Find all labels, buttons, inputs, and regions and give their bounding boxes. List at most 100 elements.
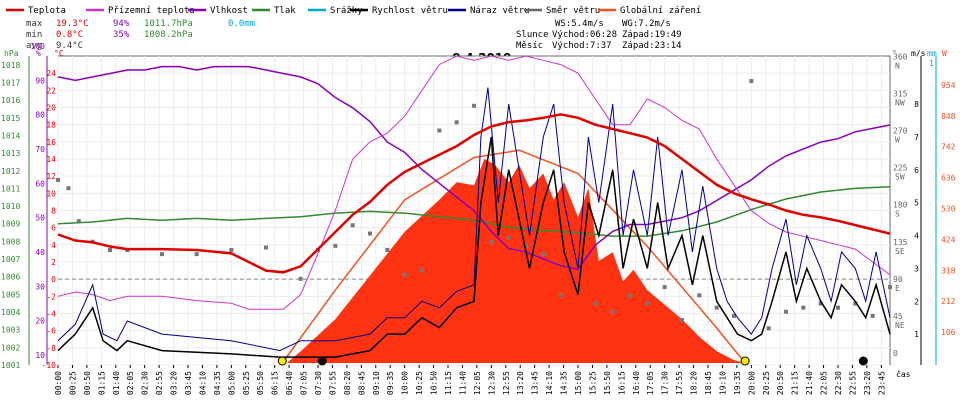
time-tick-label: 16:40 <box>632 371 641 395</box>
tick-label-direction-deg: 360 <box>893 52 908 61</box>
tick-label-hpa: 1002 <box>1 343 20 352</box>
stat-ws: WS:5.4m/s <box>555 19 604 29</box>
tick-label-direction-deg: 0 <box>893 349 898 358</box>
tick-label-wind: 5 <box>914 199 919 208</box>
legend-label: Náraz větru <box>470 6 530 16</box>
wind-direction-point <box>714 305 719 310</box>
time-tick-label: 00:50 <box>83 371 92 395</box>
time-tick-label: 14:10 <box>545 371 554 395</box>
tick-label-pct: 70 <box>35 145 45 154</box>
pressure-line <box>57 185 891 237</box>
tick-label-wind: 7 <box>914 133 919 142</box>
tick-label-radiation: 530 <box>941 205 956 214</box>
time-tick-label: 23:20 <box>863 371 872 395</box>
time-tick-label: 07:05 <box>300 371 309 395</box>
stat-min-press: 1008.2hPa <box>144 30 193 40</box>
axis-unit-rad: W <box>942 49 947 58</box>
stat-moon-rise: Východ:7:37 <box>552 41 612 51</box>
tick-label-temp: 24 <box>46 69 56 78</box>
legend-label: Globální záření <box>620 6 701 16</box>
wind-direction-point <box>472 103 476 108</box>
wind-direction-point <box>298 276 303 281</box>
stat-max-label: max <box>26 19 43 29</box>
tick-label-pct: 20 <box>35 317 45 326</box>
tick-label-direction-deg: 135 <box>893 238 908 247</box>
stat-moon-label: Měsíc <box>516 41 543 51</box>
time-tick-label: 15:00 <box>574 371 583 395</box>
time-tick-label: 06:40 <box>285 371 294 395</box>
tick-label-radiation: 424 <box>941 235 956 244</box>
tick-label-wind: 4 <box>914 232 919 241</box>
wind-direction-point <box>870 313 875 318</box>
time-tick-label: 05:50 <box>256 371 265 395</box>
wind-direction-point <box>350 223 355 228</box>
tick-label-hpa: 1011 <box>1 184 20 193</box>
stat-max-rain: 0.0mm <box>228 19 255 29</box>
wind-direction-point <box>524 243 528 248</box>
tick-label-radiation: 636 <box>941 174 956 183</box>
time-tick-label: 01:15 <box>97 371 106 395</box>
wind-direction-point <box>264 245 268 250</box>
tick-label-hpa: 1006 <box>1 273 20 282</box>
tick-label-pct: 50 <box>35 214 45 223</box>
tick-label-temp: 0 <box>51 275 56 284</box>
time-tick-label: 03:20 <box>170 371 179 395</box>
wind-direction-point <box>333 243 338 248</box>
time-tick-label: 04:10 <box>198 371 207 395</box>
tick-label-pct: 30 <box>35 282 45 291</box>
wind-direction-point <box>368 231 372 236</box>
wind-direction-point <box>576 285 580 290</box>
wind-direction-point <box>628 293 632 298</box>
tick-label-direction-deg: 45 <box>893 312 903 321</box>
tick-label-hpa: 1013 <box>1 149 20 158</box>
wind-direction-point <box>818 301 823 306</box>
legend: Teplota Přízemní teplota Vlhkost Tlak Srážky… <box>6 6 701 16</box>
time-tick-label: 02:05 <box>126 371 135 395</box>
wind-direction-point <box>108 248 112 252</box>
stat-max-press: 1011.7hPa <box>144 19 193 29</box>
tick-label-hpa: 1015 <box>1 114 20 123</box>
axis-unit-wind: m/s <box>911 49 926 58</box>
legend-label: Teplota <box>28 6 66 16</box>
tick-label-hpa: 1009 <box>1 220 20 229</box>
tick-label-temp: 12 <box>46 172 56 181</box>
moonrise-marker <box>317 356 327 366</box>
wind-direction-point <box>402 272 407 277</box>
right-axes: °360N315NW270W225SW180S135SE90E45NE0m/s8… <box>892 49 956 365</box>
time-tick-label: 19:35 <box>733 371 742 395</box>
tick-label-radiation: 212 <box>941 297 956 306</box>
tick-label-pct: 90 <box>35 76 45 85</box>
tick-label-pct: 80 <box>35 111 45 120</box>
time-tick-label: 07:30 <box>314 371 323 395</box>
time-tick-label: 10:25 <box>415 371 424 395</box>
stat-min-hum: 35% <box>113 30 130 40</box>
tick-label-hpa: 1012 <box>1 167 20 176</box>
time-tick-label: 12:55 <box>502 371 511 395</box>
wind-direction-point <box>732 313 736 318</box>
tick-label-pct: 100 <box>31 42 46 51</box>
tick-label-temp: 4 <box>51 241 56 250</box>
tick-label-hpa: 1016 <box>1 96 20 105</box>
tick-label-hpa: 1008 <box>1 237 20 246</box>
time-tick-label: 13:20 <box>516 371 525 395</box>
tick-label-wind: 2 <box>914 297 919 306</box>
wind-direction-point <box>489 239 494 244</box>
time-tick-label: 07:55 <box>328 371 337 395</box>
time-tick-label: 17:30 <box>661 371 670 395</box>
tick-label-temp: 20 <box>46 104 56 113</box>
time-tick-label: 15:25 <box>588 371 597 395</box>
wind-direction-point <box>420 268 424 273</box>
time-tick-label: 21:15 <box>791 371 800 395</box>
tick-label-temp: -6 <box>46 327 56 336</box>
tick-label-radiation: 318 <box>941 266 956 275</box>
tick-label-direction-name: E <box>895 284 900 293</box>
tick-label-direction-name: N <box>895 61 900 70</box>
legend-label: Směr větru <box>546 6 600 16</box>
wind-direction-point <box>766 326 771 331</box>
time-tick-label: 22:05 <box>820 371 829 395</box>
time-tick-label: 10:50 <box>430 371 439 395</box>
wind-direction-point <box>385 248 390 252</box>
tick-label-temp: 8 <box>51 207 56 216</box>
time-tick-label: 11:40 <box>458 371 467 395</box>
tick-label-hpa: 1007 <box>1 255 20 264</box>
